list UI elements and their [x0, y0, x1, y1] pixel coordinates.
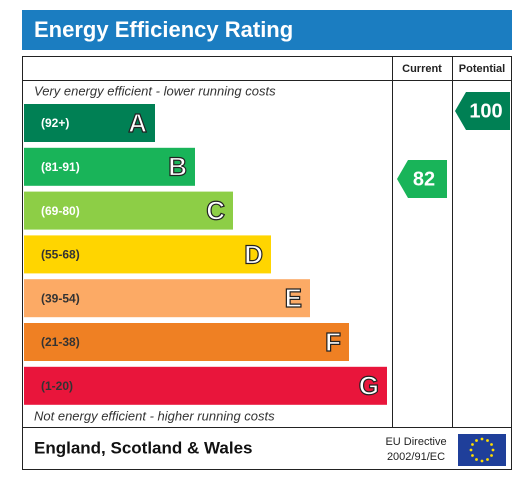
band-range: (69-80)	[41, 204, 80, 218]
band-range: (92+)	[41, 116, 69, 130]
band-range: (55-68)	[41, 248, 80, 262]
bottom-note: Not energy efficient - higher running co…	[34, 408, 275, 423]
band-letter: F	[325, 327, 341, 357]
band-range: (21-38)	[41, 335, 80, 349]
directive: EU Directive	[385, 436, 446, 448]
band-bar	[24, 147, 195, 186]
col-potential: Potential	[459, 63, 505, 75]
eu-star	[491, 448, 495, 452]
current-score: 82	[413, 168, 435, 190]
eu-star	[490, 454, 493, 457]
eu-star	[471, 454, 474, 457]
band-bar	[24, 279, 310, 318]
band-letter: G	[359, 371, 379, 401]
potential-score: 100	[469, 100, 502, 122]
band-bar	[24, 235, 271, 274]
band-letter: C	[206, 195, 225, 225]
band-letter: B	[168, 152, 187, 182]
eu-star	[469, 448, 473, 452]
col-current: Current	[402, 63, 442, 75]
eu-star	[471, 443, 474, 446]
frame	[22, 56, 512, 470]
directive-code: 2002/91/EC	[387, 451, 445, 463]
band-range: (39-54)	[41, 291, 80, 305]
band-range: (81-91)	[41, 160, 80, 174]
potential-arrow	[455, 92, 510, 130]
eu-star	[480, 459, 484, 463]
eu-star	[486, 439, 489, 442]
eu-star	[480, 437, 484, 441]
eu-star	[486, 458, 489, 461]
top-note: Very energy efficient - lower running co…	[34, 83, 276, 98]
band-bar	[24, 323, 349, 361]
bands: (92+) A (81-91) B (69-80) C (55-68) D (39-54) E (2…	[24, 104, 387, 405]
eu-star	[475, 458, 478, 461]
eu-star	[475, 439, 478, 442]
band-bar	[24, 104, 155, 142]
eu-stars	[469, 437, 495, 463]
title-bar	[22, 10, 512, 50]
band-bar	[24, 366, 387, 405]
band-letter: A	[128, 108, 147, 138]
band-bar	[24, 191, 233, 230]
eu-star	[490, 443, 493, 446]
title: Energy Efficiency Rating	[34, 17, 293, 42]
band-letter: E	[285, 283, 302, 313]
band-letter: D	[244, 239, 263, 269]
current-arrow	[397, 160, 447, 198]
band-range: (1-20)	[41, 379, 73, 393]
region: England, Scotland & Wales	[34, 438, 253, 457]
